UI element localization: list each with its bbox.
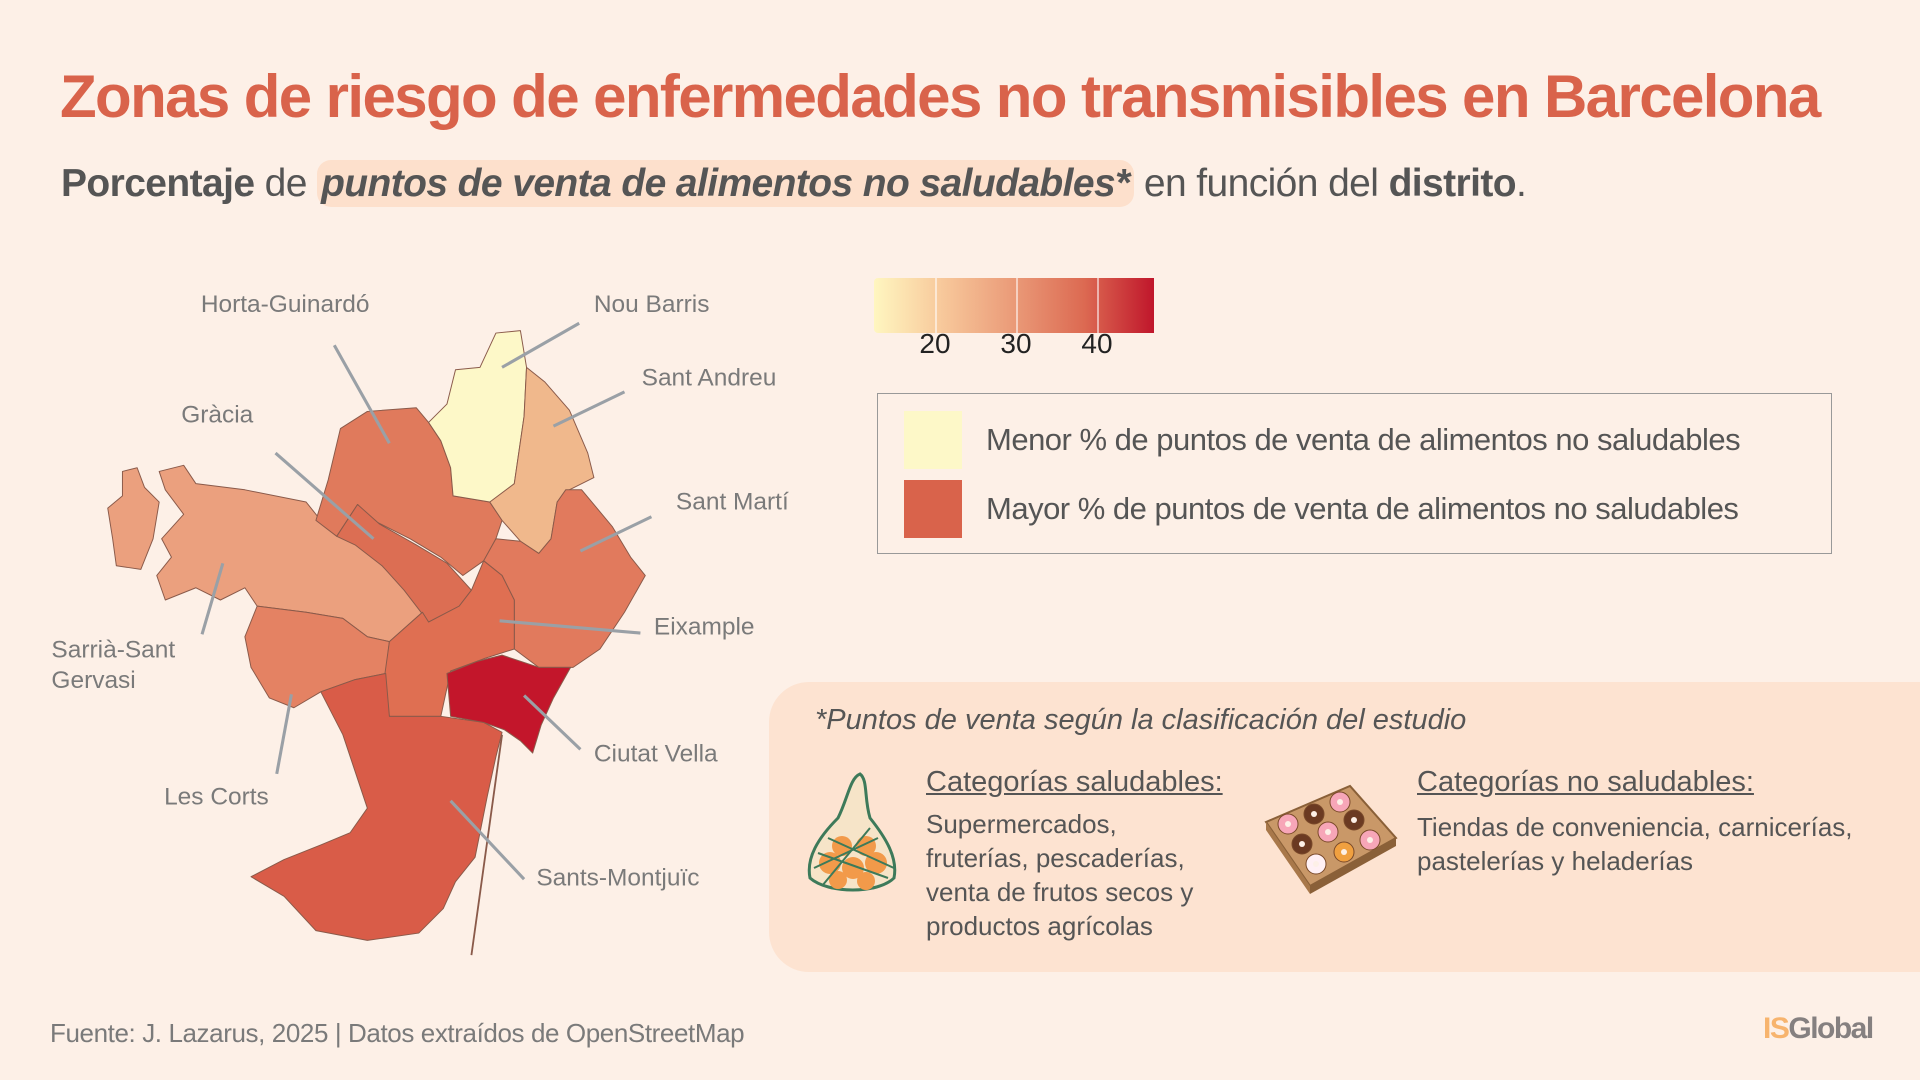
label-nou-barris: Nou Barris: [594, 291, 710, 318]
healthy-line: venta de frutos secos y: [926, 877, 1194, 907]
donut-box-icon: [1264, 784, 1398, 894]
subtitle-highlight: puntos de venta de alimentos no saludabl…: [317, 160, 1134, 207]
label-sants-montjuic: Sants-Montjuïc: [536, 864, 699, 891]
port-breakwater: [470, 734, 503, 956]
page-title: Zonas de riesgo de enfermedades no trans…: [60, 63, 1821, 130]
logo-global: Global: [1788, 1012, 1874, 1045]
unhealthy-categories-heading: Categorías no saludables:: [1417, 766, 1754, 798]
colorbar-tick: [1016, 278, 1018, 333]
colorbar-tick-label: 40: [1081, 328, 1113, 359]
logo-is: IS: [1763, 1012, 1790, 1045]
subtitle-district: distrito: [1388, 162, 1517, 205]
legend-item-high: Mayor % de puntos de venta de alimentos …: [904, 480, 1739, 538]
isglobal-logo: ISGlobal: [1763, 1012, 1874, 1046]
label-les-corts: Les Corts: [164, 783, 269, 810]
label-sant-andreu: Sant Andreu: [642, 365, 777, 392]
label-sarria-sant-gervasi-2: Gervasi: [51, 667, 135, 694]
classification-note: *Puntos de venta según la clasificación …: [815, 704, 1467, 736]
page-subtitle: Porcentaje de puntos de venta de aliment…: [61, 160, 1527, 207]
label-ciutat-vella: Ciutat Vella: [594, 741, 718, 768]
source-footer: Fuente: J. Lazarus, 2025 | Datos extraíd…: [50, 1018, 745, 1048]
unhealthy-categories-list: Tiendas de conveniencia, carnicerías, pa…: [1417, 810, 1853, 878]
legend-swatch-low: [904, 411, 962, 469]
colorbar-tick-label: 30: [1000, 328, 1032, 359]
district-ciutat-vella: [446, 654, 572, 754]
healthy-line: fruterías, pescaderías,: [926, 843, 1185, 873]
label-gracia: Gràcia: [181, 401, 253, 428]
legend-box: Menor % de puntos de venta de alimentos …: [877, 393, 1832, 554]
district-sarria-sant-gervasi-island: [107, 467, 160, 570]
colorbar-tick-label: 20: [919, 328, 951, 359]
healthy-categories-heading: Categorías saludables:: [926, 766, 1223, 798]
healthy-categories-list: Supermercados, fruterías, pescaderías, v…: [926, 807, 1193, 943]
subtitle-text: de: [254, 162, 318, 205]
unhealthy-line: Tiendas de conveniencia, carnicerías,: [1417, 812, 1853, 842]
healthy-line: productos agrícolas: [926, 911, 1153, 941]
subtitle-text: .: [1515, 162, 1527, 205]
legend-label-low: Menor % de puntos de venta de alimentos …: [986, 422, 1741, 457]
district-sants-montjuic: [250, 672, 503, 941]
subtitle-text: en función del: [1133, 162, 1389, 205]
colorbar-tick: [935, 278, 937, 333]
label-sarria-sant-gervasi-1: Sarrià-Sant: [51, 637, 175, 664]
label-eixample: Eixample: [654, 613, 755, 640]
colorbar-tick: [1097, 278, 1099, 333]
unhealthy-line: pastelerías y heladerías: [1417, 846, 1694, 876]
leader-lines: [200, 321, 653, 881]
label-horta-guinardo: Horta-Guinardó: [201, 291, 370, 318]
legend-item-low: Menor % de puntos de venta de alimentos …: [904, 411, 1741, 469]
legend-label-high: Mayor % de puntos de venta de alimentos …: [986, 491, 1739, 526]
label-sant-marti: Sant Martí: [676, 488, 789, 515]
healthy-line: Supermercados,: [926, 809, 1117, 839]
mesh-bag-oranges-icon: [807, 772, 897, 892]
colorbar: [874, 278, 1154, 333]
legend-swatch-high: [904, 480, 962, 538]
subtitle-percentage: Porcentaje: [61, 162, 255, 205]
